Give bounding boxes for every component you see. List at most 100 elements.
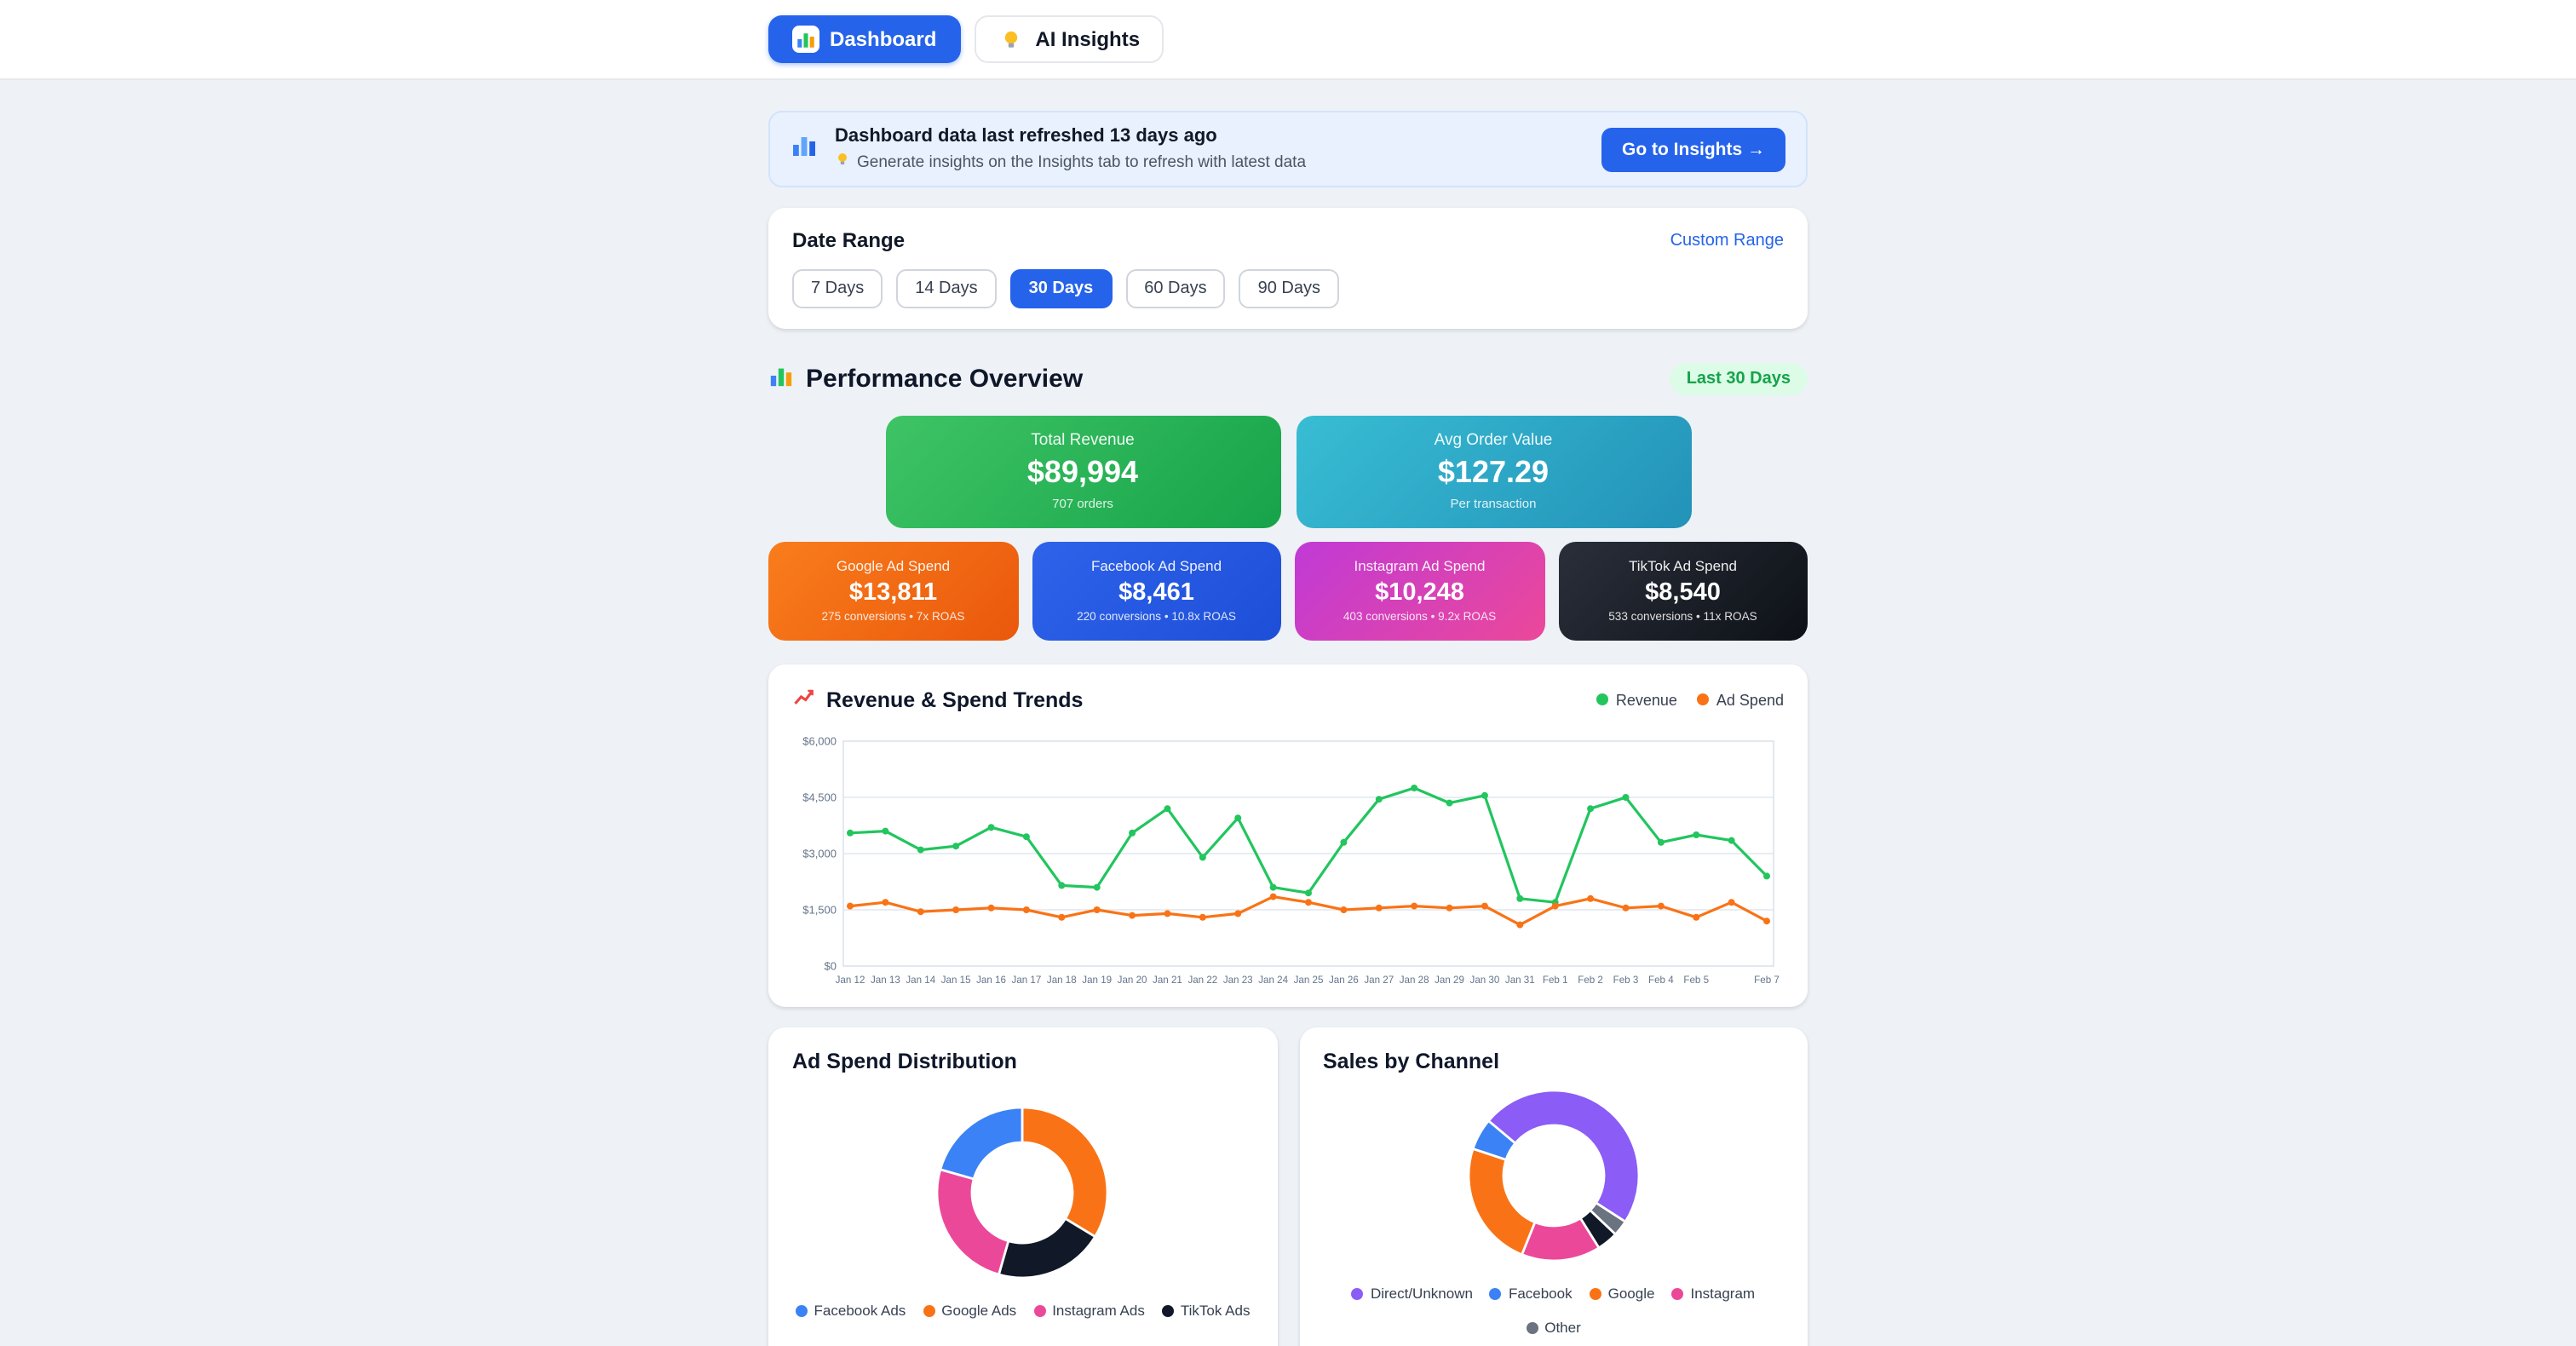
svg-text:Jan 17: Jan 17: [1012, 975, 1042, 986]
sales-channel-legend: Direct/Unknown Facebook Google Instagram…: [1323, 1285, 1784, 1336]
banner-title: Dashboard data last refreshed 13 days ag…: [835, 126, 1217, 147]
svg-text:Feb 5: Feb 5: [1683, 975, 1709, 986]
trends-title: Revenue & Spend Trends: [826, 687, 1084, 711]
primary-metrics-row: Total Revenue $89,994 707 orders Avg Ord…: [768, 416, 1808, 528]
svg-text:$1,500: $1,500: [802, 903, 837, 916]
revenue-spend-trends-card: Revenue & Spend Trends Revenue Ad Spend …: [768, 664, 1808, 1007]
svg-text:Jan 22: Jan 22: [1187, 975, 1217, 986]
tiktok-dot-icon: [1161, 1304, 1174, 1316]
donut-segment-instagram-ads[interactable]: [936, 1168, 1011, 1276]
legend-item-other[interactable]: Other: [1526, 1319, 1581, 1336]
custom-range-link[interactable]: Custom Range: [1670, 231, 1784, 250]
date-btn-14-days[interactable]: 14 Days: [896, 269, 997, 308]
legend-item-direct-unknown[interactable]: Direct/Unknown: [1351, 1285, 1473, 1302]
sales-channel-donut-chart: [1467, 1089, 1640, 1263]
tiktok-ad-spend-card: TikTok Ad Spend $8,540 533 conversions •…: [1558, 542, 1808, 641]
ad-spend-dot-icon: [1697, 693, 1710, 705]
instagram-dot-icon: [1033, 1304, 1046, 1316]
go-to-insights-button[interactable]: Go to Insights →: [1601, 127, 1785, 171]
instagram-ad-spend-card: Instagram Ad Spend $10,248 403 conversio…: [1295, 542, 1544, 641]
svg-text:Jan 12: Jan 12: [836, 975, 865, 986]
svg-text:Jan 27: Jan 27: [1364, 975, 1394, 986]
legend-item-facebook-ads[interactable]: Facebook Ads: [795, 1302, 906, 1319]
svg-text:Feb 7: Feb 7: [1754, 975, 1780, 986]
page-title: Performance Overview: [806, 365, 1084, 394]
trends-legend: Revenue Ad Spend: [1596, 691, 1784, 708]
date-btn-90-days[interactable]: 90 Days: [1239, 269, 1339, 308]
main-content: Dashboard data last refreshed 13 days ag…: [768, 111, 1808, 1346]
svg-text:Feb 2: Feb 2: [1578, 975, 1603, 986]
legend-item-tiktok-ads[interactable]: TikTok Ads: [1161, 1302, 1250, 1319]
svg-text:Feb 3: Feb 3: [1613, 975, 1639, 986]
legend-item-google[interactable]: Google: [1589, 1285, 1654, 1302]
legend-item-google-ads[interactable]: Google Ads: [923, 1302, 1016, 1319]
date-btn-30-days[interactable]: 30 Days: [1009, 269, 1113, 308]
tab-ai-insights[interactable]: AI Insights: [974, 15, 1164, 63]
donut-segment-facebook[interactable]: [1470, 1119, 1517, 1162]
date-range-title: Date Range: [792, 228, 906, 252]
svg-text:Jan 31: Jan 31: [1505, 975, 1535, 986]
svg-text:Jan 25: Jan 25: [1294, 975, 1324, 986]
legend-item-ad-spend[interactable]: Ad Spend: [1697, 691, 1784, 708]
banner-subtitle: Generate insights on the Insights tab to…: [835, 152, 1306, 172]
svg-text:Feb 4: Feb 4: [1648, 975, 1674, 986]
date-range-buttons: 7 Days 14 Days 30 Days 60 Days 90 Days: [792, 269, 1784, 308]
svg-text:Jan 30: Jan 30: [1470, 975, 1500, 986]
ad-spend-metrics-row: Google Ad Spend $13,811 275 conversions …: [768, 542, 1808, 641]
svg-text:Jan 28: Jan 28: [1400, 975, 1429, 986]
google-ad-spend-card: Google Ad Spend $13,811 275 conversions …: [768, 542, 1018, 641]
total-revenue-card: Total Revenue $89,994 707 orders: [885, 416, 1280, 528]
svg-text:Jan 13: Jan 13: [871, 975, 900, 986]
sales-by-channel-title: Sales by Channel: [1323, 1050, 1500, 1073]
ad-spend-donut-chart: [936, 1106, 1109, 1280]
date-btn-60-days[interactable]: 60 Days: [1125, 269, 1226, 308]
nav-tabs: Dashboard AI Insights: [768, 15, 1164, 63]
donut-segment-direct-unknown[interactable]: [1486, 1089, 1640, 1224]
ad-spend-distribution-card: Ad Spend Distribution Facebook Ads Googl…: [768, 1027, 1277, 1346]
chart-increasing-icon: [792, 685, 816, 714]
google-dot-icon: [923, 1304, 935, 1316]
svg-text:Jan 29: Jan 29: [1435, 975, 1464, 986]
svg-text:Jan 20: Jan 20: [1118, 975, 1147, 986]
svg-text:Jan 24: Jan 24: [1258, 975, 1288, 986]
legend-item-instagram-ads[interactable]: Instagram Ads: [1033, 1302, 1145, 1319]
instagram-dot-icon: [1671, 1287, 1684, 1299]
direct-dot-icon: [1351, 1287, 1364, 1299]
revenue-spend-line-chart: $0 $1,500 $3,000 $4,500 $6,000 Jan 12 Jan 13 Ja…: [802, 734, 1780, 986]
bottom-charts-row: Ad Spend Distribution Facebook Ads Googl…: [768, 1027, 1808, 1346]
legend-item-revenue[interactable]: Revenue: [1596, 691, 1677, 708]
last-30-days-badge: Last 30 Days: [1669, 363, 1808, 395]
tab-dashboard-label: Dashboard: [830, 27, 937, 51]
lightbulb-icon: [835, 152, 850, 172]
performance-overview-header: Performance Overview Last 30 Days: [768, 363, 1808, 395]
legend-item-facebook[interactable]: Facebook: [1489, 1285, 1573, 1302]
tab-ai-insights-label: AI Insights: [1035, 27, 1141, 51]
date-btn-7-days[interactable]: 7 Days: [792, 269, 883, 308]
svg-text:Jan 16: Jan 16: [976, 975, 1006, 986]
svg-text:Jan 23: Jan 23: [1223, 975, 1253, 986]
tab-dashboard[interactable]: Dashboard: [768, 15, 961, 63]
donut-segment-google[interactable]: [1467, 1147, 1537, 1257]
bar-chart-icon: [768, 363, 794, 395]
facebook-dot-icon: [1489, 1287, 1502, 1299]
facebook-ad-spend-card: Facebook Ad Spend $8,461 220 conversions…: [1032, 542, 1281, 641]
revenue-dot-icon: [1596, 693, 1609, 705]
svg-text:Jan 14: Jan 14: [906, 975, 935, 986]
lightbulb-icon: [998, 26, 1025, 53]
ad-spend-distribution-title: Ad Spend Distribution: [792, 1050, 1017, 1073]
donut-segment-facebook-ads[interactable]: [939, 1106, 1024, 1181]
sales-by-channel-card: Sales by Channel Direct/Unknown Facebook…: [1299, 1027, 1808, 1346]
chart-icon: [791, 131, 818, 167]
svg-text:Jan 15: Jan 15: [941, 975, 971, 986]
refresh-banner: Dashboard data last refreshed 13 days ag…: [768, 111, 1808, 187]
ad-spend-legend: Facebook Ads Google Ads Instagram Ads Ti…: [792, 1302, 1253, 1319]
date-range-card: Date Range Custom Range 7 Days 14 Days 3…: [768, 208, 1808, 329]
donut-segment-google-ads[interactable]: [1021, 1106, 1109, 1239]
donut-segment-tiktok-ads[interactable]: [998, 1217, 1098, 1280]
svg-text:Jan 18: Jan 18: [1047, 975, 1077, 986]
legend-item-instagram[interactable]: Instagram: [1671, 1285, 1755, 1302]
bar-chart-icon: [792, 26, 819, 53]
svg-text:Jan 26: Jan 26: [1329, 975, 1359, 986]
svg-text:$4,500: $4,500: [802, 791, 837, 803]
